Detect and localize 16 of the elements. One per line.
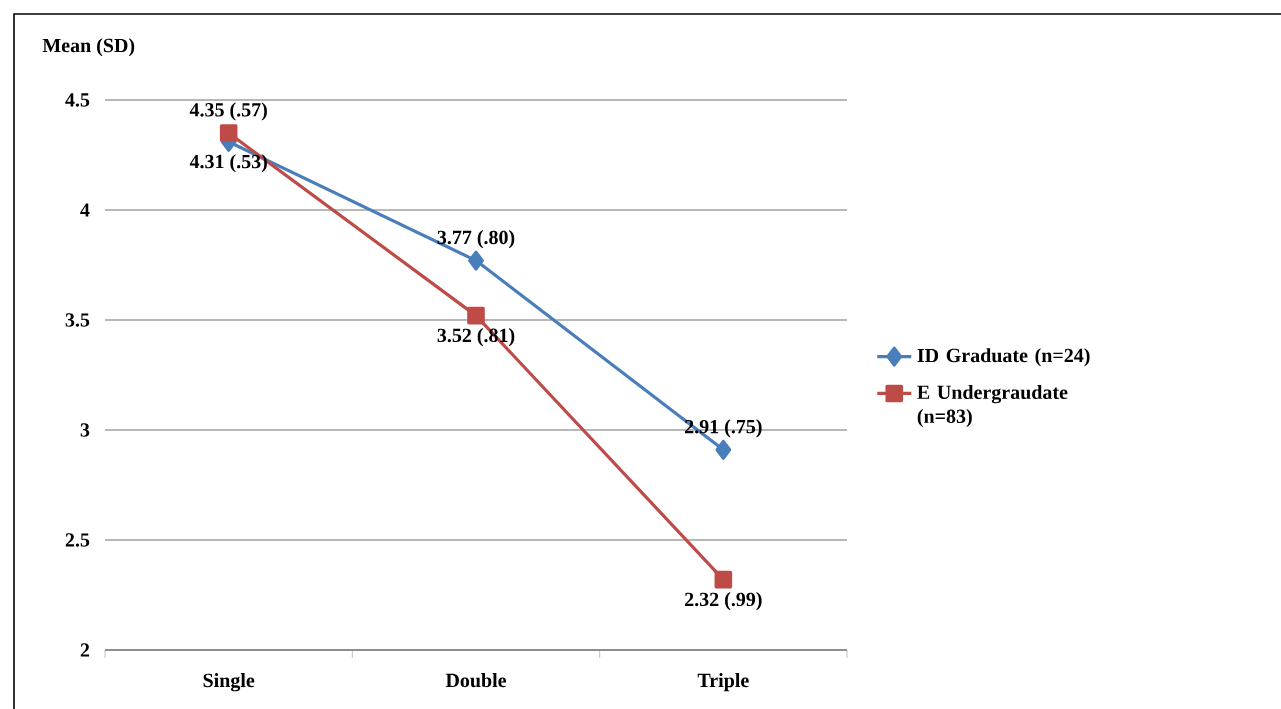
data-label: 4.31 (.53) bbox=[189, 154, 267, 173]
x-tick-label: Double bbox=[445, 673, 507, 688]
y-tick-label: 2.5 bbox=[65, 533, 90, 547]
data-label: 2.32 (.99) bbox=[685, 592, 762, 611]
legend-label: E Undergraudate (n=83) bbox=[917, 384, 1068, 428]
data-label: 4.35 (.57) bbox=[189, 102, 267, 121]
y-tick-label: 3 bbox=[80, 423, 90, 437]
x-tick-label: Triple bbox=[697, 673, 749, 692]
y-tick-label: 4 bbox=[80, 203, 90, 217]
legend-label: ID Graduate (n=24) bbox=[917, 348, 1090, 367]
y-tick-label: 4.5 bbox=[65, 93, 90, 107]
y-tick-label: 3.5 bbox=[65, 313, 90, 327]
y-tick-label: 2 bbox=[80, 643, 90, 657]
y-axis-title: Mean (SD) bbox=[42, 38, 135, 57]
x-tick-label: Single bbox=[203, 673, 255, 692]
data-label: 3.77 (.80) bbox=[437, 230, 515, 249]
